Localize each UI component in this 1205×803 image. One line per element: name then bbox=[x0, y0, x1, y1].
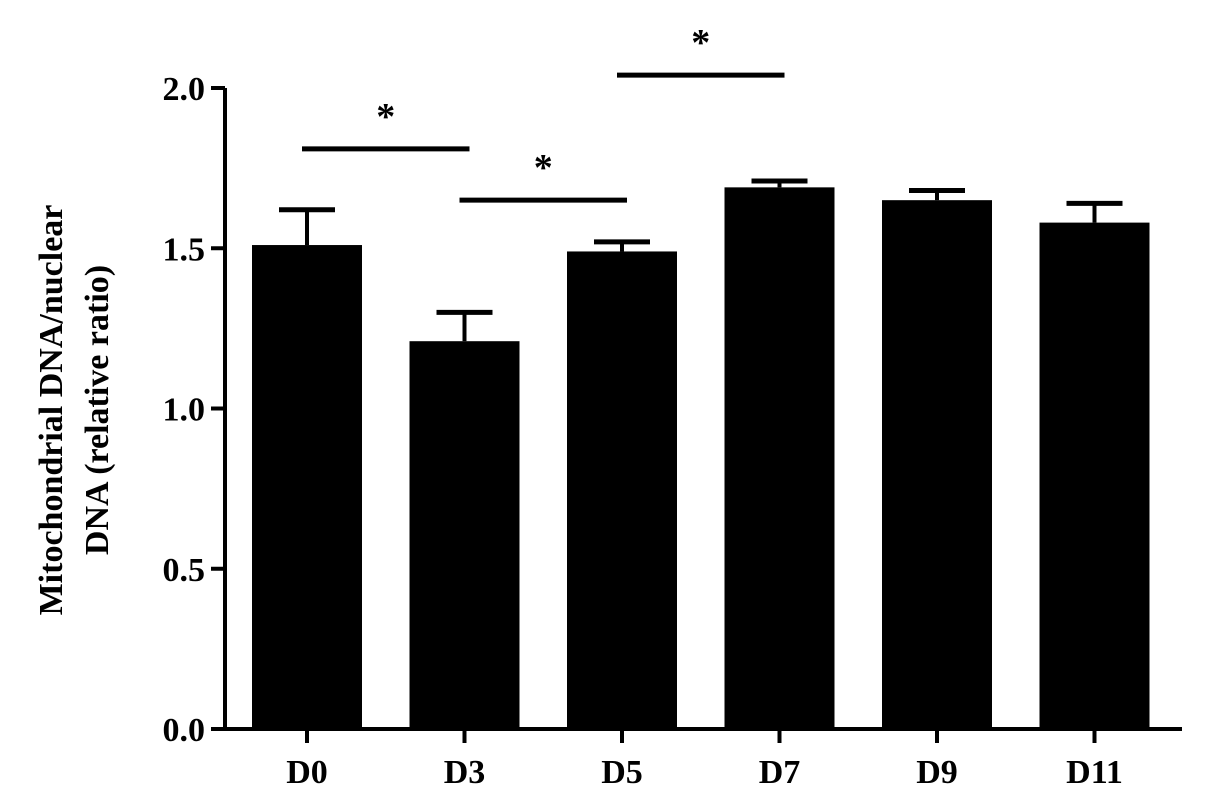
y-tick-label: 1.5 bbox=[163, 231, 206, 268]
bar-d0 bbox=[252, 245, 362, 730]
x-tick-label-d5: D5 bbox=[601, 754, 643, 791]
y-tick-label: 0.5 bbox=[163, 552, 206, 589]
significance-star-1: * bbox=[376, 96, 395, 138]
bar-d11 bbox=[1039, 222, 1150, 730]
bar-d3 bbox=[409, 341, 520, 729]
x-tick-label-d9: D9 bbox=[916, 754, 958, 791]
y-tick-label: 2.0 bbox=[163, 71, 206, 108]
bar-d7 bbox=[724, 187, 835, 730]
x-tick-label-d7: D7 bbox=[759, 754, 801, 791]
plot-area: 0.0 0.5 1.0 1.5 2.0 D0 D3 D5 D7 D9 D11 * * * bbox=[163, 22, 1182, 791]
y-tick-label: 0.0 bbox=[163, 712, 206, 749]
significance-star-2: * bbox=[534, 147, 553, 189]
bar-d5 bbox=[567, 251, 677, 729]
x-tick-label-d0: D0 bbox=[286, 754, 328, 791]
y-tick-label: 1.0 bbox=[163, 392, 206, 429]
x-tick-label-d3: D3 bbox=[444, 754, 486, 791]
y-axis-label-line-1: Mitochondrial DNA/nuclear bbox=[33, 205, 70, 616]
bar-d9 bbox=[882, 200, 992, 730]
x-tick-label-d11: D11 bbox=[1066, 754, 1123, 791]
y-axis-label-line-2: DNA (relative ratio) bbox=[79, 265, 116, 555]
significance-star-3: * bbox=[691, 22, 710, 64]
y-axis-label: Mitochondrial DNA/nuclear DNA (relative … bbox=[33, 205, 116, 616]
